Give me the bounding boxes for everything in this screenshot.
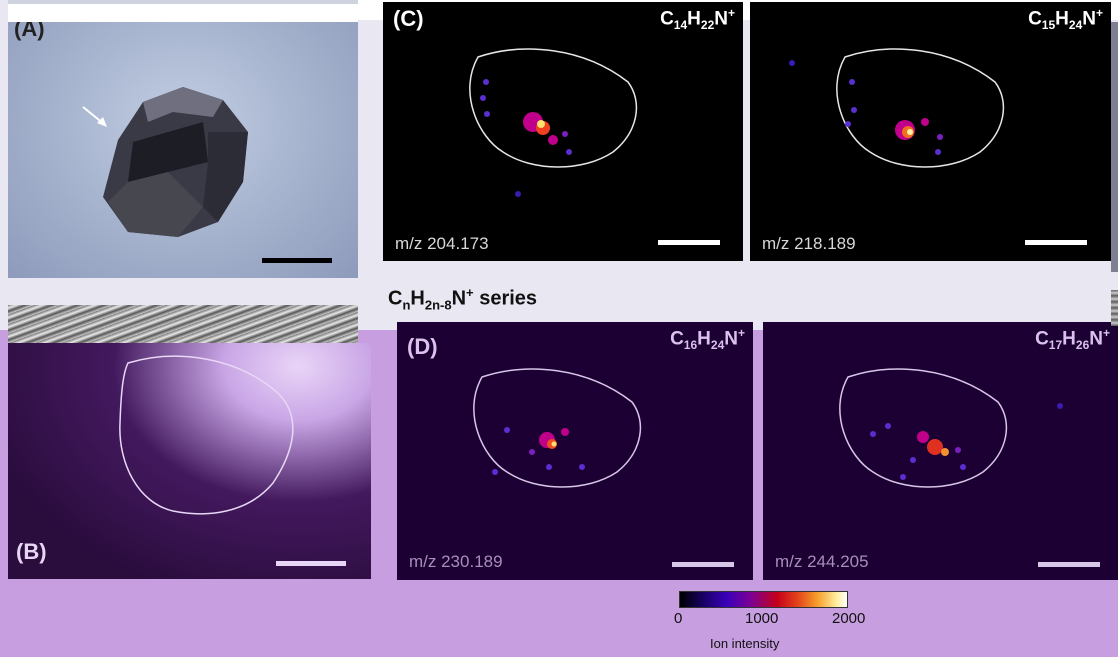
colorbar [679, 591, 848, 608]
panel-a-label: (A) [14, 22, 45, 41]
colorbar-tick-min: 0 [674, 610, 683, 627]
right-edge-strip [1111, 290, 1118, 326]
colorbar-tick-max: 2000 [832, 610, 866, 627]
ion-formula-d1: C16H24N+ [670, 326, 745, 353]
ion-image-d1: C16H24N+ m/z 230.189 (D) [397, 322, 753, 580]
colorbar-tick-mid: 1000 [745, 610, 779, 627]
ion-formula-d2: C17H26N+ [1035, 326, 1110, 353]
mz-label-c2: m/z 218.189 [762, 234, 856, 253]
ion-heatmap-c1 [469, 48, 720, 245]
ion-heatmap-d1 [473, 368, 734, 567]
panel-b-outline-overlay [119, 355, 346, 566]
ion-heatmap-c2 [789, 48, 1087, 245]
right-edge-bar [1111, 22, 1118, 272]
colorbar-label: Ion intensity [710, 636, 780, 651]
ion-formula-c1: C14H22N+ [660, 6, 735, 33]
panel-b-image: (B) [8, 343, 371, 579]
panel-d-label: (D) [407, 334, 438, 359]
mz-label-d2: m/z 244.205 [775, 552, 869, 571]
ion-image-c2: C15H24N+ m/z 218.189 [750, 2, 1111, 261]
panel-a-photo: (A) [8, 22, 358, 278]
mz-label-c1: m/z 204.173 [395, 234, 489, 253]
panel-b-label: (B) [16, 539, 47, 564]
panel-c-label: (C) [393, 6, 424, 31]
rock-sample-image [82, 87, 332, 263]
ion-formula-c2: C15H24N+ [1028, 6, 1103, 33]
panel-b-optical-strip [8, 305, 358, 343]
ion-heatmap-d2 [839, 368, 1100, 567]
mz-label-d1: m/z 230.189 [409, 552, 503, 571]
panel-a-header [8, 0, 358, 22]
ion-image-c1: C14H22N+ m/z 204.173 (C) [383, 2, 743, 261]
ion-image-d2: C17H26N+ m/z 244.205 [763, 322, 1118, 580]
series-title: CnH2n-8N+ series [388, 285, 538, 313]
